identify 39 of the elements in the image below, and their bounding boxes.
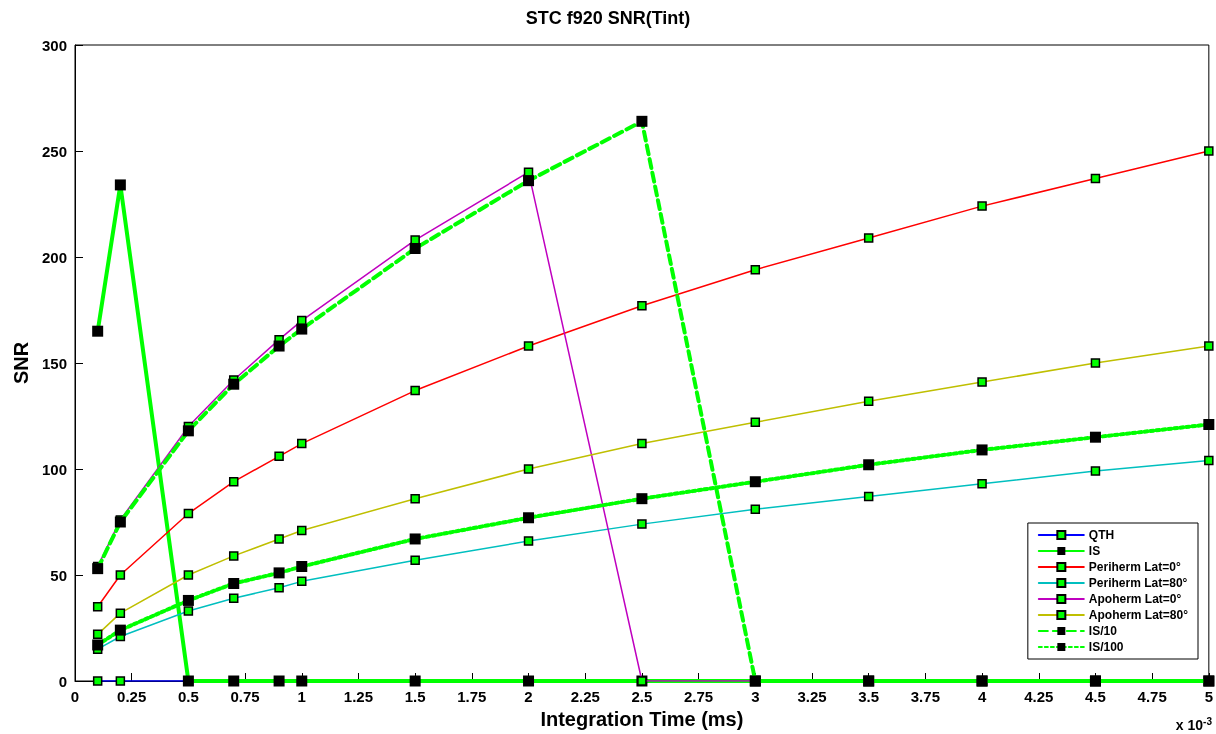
legend-label: Periherm Lat=80° <box>1088 576 1188 590</box>
x-tick-label: 5 <box>1204 688 1213 705</box>
x-tick-label: 3.25 <box>797 688 827 705</box>
x-axis-title: Integration Time (ms) <box>540 708 744 730</box>
x-tick-label: 0.25 <box>117 688 147 705</box>
y-tick-label: 0 <box>58 672 67 690</box>
x-tick-label: 3 <box>751 688 760 705</box>
x-tick-label: 2 <box>524 688 533 705</box>
x-tick-label: 4.25 <box>1024 688 1054 705</box>
x-tick-label: 1.5 <box>404 688 426 705</box>
y-tick-label: 100 <box>41 460 67 478</box>
x-tick-label: 0 <box>70 688 80 705</box>
legend-label: IS <box>1088 544 1101 558</box>
x-tick-label: 3.5 <box>858 688 880 705</box>
x-tick-label: 4.75 <box>1137 688 1167 705</box>
y-tick-label: 150 <box>41 354 67 372</box>
legend-label: QTH <box>1088 528 1115 542</box>
legend-label: Periherm Lat=0° <box>1088 560 1181 574</box>
x-tick-label: 4.5 <box>1085 688 1106 705</box>
x-tick-label: 2.75 <box>684 688 714 705</box>
legend-label: IS/100 <box>1088 640 1124 654</box>
x-tick-label: 1 <box>297 688 306 705</box>
x-tick-label: 0.75 <box>230 688 260 705</box>
legend-label: Apoherm Lat=80° <box>1088 608 1189 622</box>
chart-title: STC f920 SNR(Tint) <box>525 8 691 28</box>
x-tick-label: 3.75 <box>910 688 940 705</box>
x-tick-label: 4 <box>977 688 987 705</box>
legend-label: IS/10 <box>1088 624 1118 638</box>
y-tick-label: 300 <box>41 36 67 54</box>
x-tick-label: 0.5 <box>177 688 199 705</box>
x-tick-label: 2.5 <box>631 688 653 705</box>
x-tick-label: 1.75 <box>457 688 487 705</box>
y-tick-label: 250 <box>41 142 67 160</box>
y-tick-label: 200 <box>41 248 67 266</box>
y-axis-title: SNR <box>10 341 33 385</box>
legend-label: Apoherm Lat=0° <box>1088 592 1182 606</box>
x-tick-label: 2.25 <box>570 688 600 705</box>
x-tick-label: 1.25 <box>343 688 374 705</box>
y-tick-label: 50 <box>50 566 67 584</box>
